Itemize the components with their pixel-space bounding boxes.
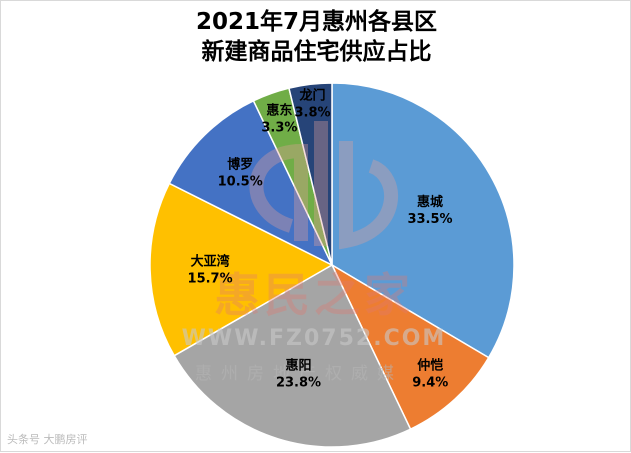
slice-label-name-7: 龙门 xyxy=(299,87,325,103)
slice-label-name-2: 仲恺 xyxy=(417,357,443,373)
pie-labels: 惠城 33.5% 仲恺 9.4% 惠阳 23.8% 大亚湾 15.7% 博罗 10.5% 惠东 3.3… xyxy=(188,87,453,390)
pie-slice-7 xyxy=(288,82,333,266)
pie-slice-4 xyxy=(149,182,334,357)
watermark: 惠民之家 WWW.FZ0752.COM 惠州房地产权威媒 xyxy=(182,121,447,384)
pie-slice-5 xyxy=(168,99,334,267)
slice-label-value-4: 15.7% xyxy=(188,271,233,286)
watermark-slogan: 惠州房地产权威媒 xyxy=(195,364,403,384)
chart-title-line-1: 2021年7月惠州各县区 xyxy=(195,9,438,35)
slice-label-value-2: 9.4% xyxy=(412,375,448,390)
slice-label-value-5: 10.5% xyxy=(218,175,263,190)
watermark-brand: 惠民之家 xyxy=(214,268,414,322)
slice-label-value-3: 23.8% xyxy=(276,376,321,391)
slice-label-value-7: 3.8% xyxy=(294,105,330,120)
chart-title: 2021年7月惠州各县区 新建商品住宅供应占比 xyxy=(1,7,631,67)
pie-slice-2 xyxy=(330,263,490,431)
chart-title-line-2: 新建商品住宅供应占比 xyxy=(201,39,432,65)
watermark-url: WWW.FZ0752.COM xyxy=(182,326,447,351)
slice-label-name-1: 惠城 xyxy=(417,194,443,210)
watermark-logo-icon xyxy=(249,121,399,250)
slice-label-name-3: 惠阳 xyxy=(285,358,311,374)
pie-slice-1 xyxy=(331,82,515,359)
slice-label-value-6: 3.3% xyxy=(261,121,297,136)
slice-label-name-6: 惠东 xyxy=(266,103,292,119)
slice-label-name-5: 博罗 xyxy=(227,157,253,173)
slice-label-name-4: 大亚湾 xyxy=(191,253,230,269)
pie-slices xyxy=(149,82,515,448)
source-watermark: 头条号 大鹏房评 xyxy=(7,433,88,446)
pie-slice-3 xyxy=(173,263,412,448)
slice-label-value-1: 33.5% xyxy=(407,212,452,227)
